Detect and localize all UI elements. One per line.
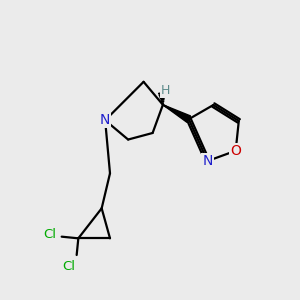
Text: N: N	[202, 154, 213, 168]
Text: N: N	[100, 113, 110, 127]
Text: O: O	[230, 144, 241, 158]
Text: Cl: Cl	[62, 260, 75, 273]
Text: H: H	[161, 83, 170, 97]
Text: Cl: Cl	[44, 229, 56, 242]
Polygon shape	[163, 105, 190, 122]
